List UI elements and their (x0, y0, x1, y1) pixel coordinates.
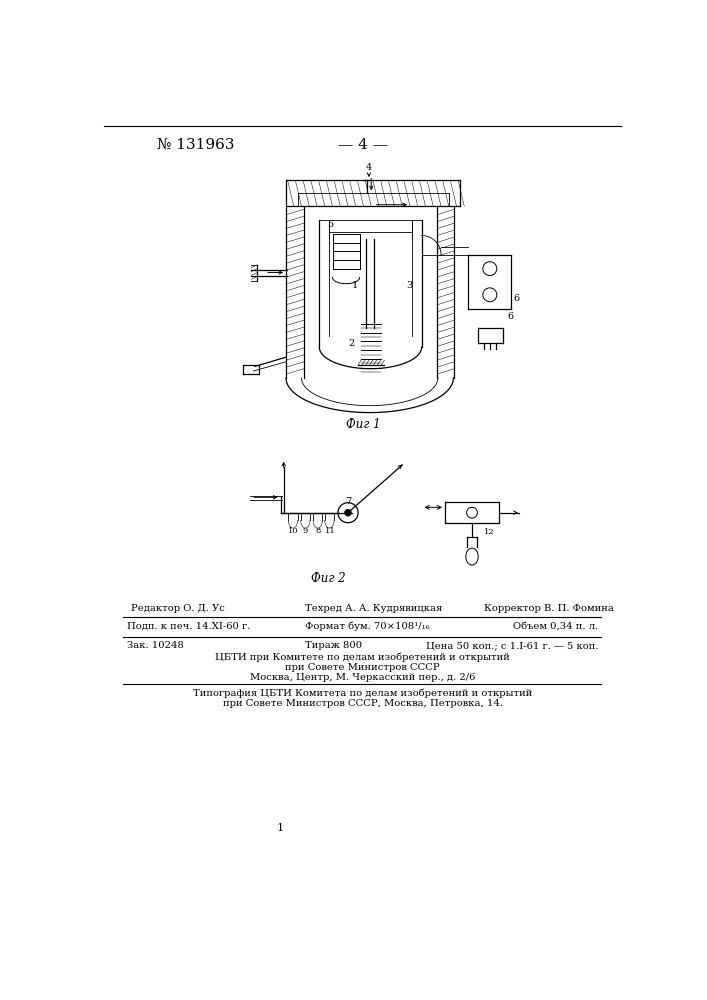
Text: Объем 0,34 п. л.: Объем 0,34 п. л. (513, 621, 598, 630)
Circle shape (345, 510, 351, 516)
Text: Тираж 800: Тираж 800 (305, 641, 363, 650)
Text: 10: 10 (288, 527, 298, 535)
Text: Фиг 1: Фиг 1 (346, 418, 381, 431)
Text: Подп. к печ. 14.XI-60 г.: Подп. к печ. 14.XI-60 г. (127, 621, 250, 630)
Text: 12: 12 (484, 528, 494, 536)
Text: Формат бум. 70×108¹/₁₆: Формат бум. 70×108¹/₁₆ (305, 621, 430, 631)
Text: 6: 6 (507, 312, 513, 321)
Text: 1: 1 (276, 823, 284, 833)
Text: ЦБТИ при Комитете по делам изобретений и открытий: ЦБТИ при Комитете по делам изобретений и… (216, 653, 510, 662)
Text: 9: 9 (303, 527, 308, 535)
Text: Зак. 10248: Зак. 10248 (127, 641, 184, 650)
Text: Техред А. А. Кудрявицкая: Техред А. А. Кудрявицкая (305, 604, 443, 613)
Text: 5: 5 (327, 220, 333, 229)
Text: 8: 8 (315, 527, 320, 535)
Text: 4: 4 (366, 163, 372, 172)
Text: 2: 2 (348, 339, 354, 348)
Text: 1: 1 (352, 281, 358, 290)
Text: 7: 7 (345, 497, 351, 506)
Text: Москва, Центр, М. Черкасский пер., д. 2/6: Москва, Центр, М. Черкасский пер., д. 2/… (250, 673, 475, 682)
Text: при Совете Министров СССР: при Совете Министров СССР (286, 663, 440, 672)
Text: № 131963: № 131963 (156, 138, 234, 152)
Text: 3: 3 (406, 281, 412, 290)
Text: Редактор О. Д. Ус: Редактор О. Д. Ус (131, 604, 225, 613)
Text: Фиг 2: Фиг 2 (311, 572, 346, 585)
Text: — 4 —: — 4 — (338, 138, 387, 152)
Text: при Совете Министров СССР, Москва, Петровка, 14.: при Совете Министров СССР, Москва, Петро… (223, 699, 503, 708)
Text: 11: 11 (325, 527, 336, 535)
Text: Цена 50 коп.; с 1.I-61 г. — 5 коп.: Цена 50 коп.; с 1.I-61 г. — 5 коп. (426, 641, 598, 650)
Text: Корректор В. П. Фомина: Корректор В. П. Фомина (484, 604, 614, 613)
Text: 6: 6 (513, 294, 519, 303)
Text: Типография ЦБТИ Комитета по делам изобретений и открытий: Типография ЦБТИ Комитета по делам изобре… (193, 689, 532, 698)
